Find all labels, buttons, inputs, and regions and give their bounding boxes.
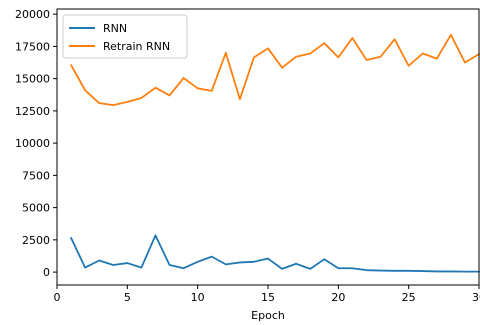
x-tick-label: 5 bbox=[124, 291, 131, 304]
x-tick-label: 15 bbox=[261, 291, 275, 304]
x-tick-label: 25 bbox=[402, 291, 416, 304]
y-tick-label: 10000 bbox=[15, 137, 50, 150]
y-tick-label: 12500 bbox=[15, 105, 50, 118]
series-line-retrain-rnn bbox=[70, 33, 480, 106]
x-axis-label: Epoch bbox=[251, 309, 285, 321]
y-tick-label: 15000 bbox=[15, 73, 50, 86]
y-tick-label: 7500 bbox=[22, 169, 50, 182]
x-tick-label: 30 bbox=[472, 291, 480, 304]
y-tick-label: 5000 bbox=[22, 202, 50, 215]
x-tick-label: 0 bbox=[54, 291, 61, 304]
y-tick-label: 0 bbox=[43, 266, 50, 279]
legend-label: Retrain RNN bbox=[103, 40, 170, 53]
y-tick-label: 2500 bbox=[22, 234, 50, 247]
legend-box bbox=[62, 14, 188, 59]
y-tick-label: 17500 bbox=[15, 40, 50, 53]
legend-label: RNN bbox=[103, 22, 127, 35]
x-tick-label: 10 bbox=[191, 291, 205, 304]
y-tick-label: 20000 bbox=[15, 8, 50, 21]
series-line-rnn bbox=[70, 234, 480, 273]
x-tick-label: 20 bbox=[331, 291, 345, 304]
